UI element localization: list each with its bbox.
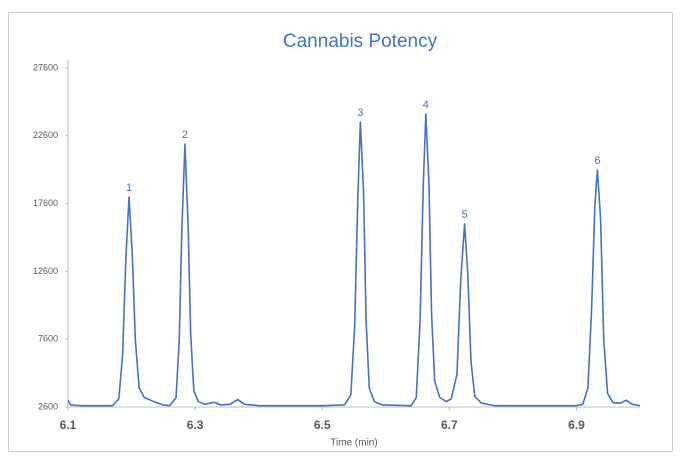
peak-label: 3 [357, 107, 363, 119]
y-tick-label: 27600 [33, 62, 58, 72]
y-tick-label: 12600 [33, 266, 58, 276]
y-tick-label: 17600 [33, 198, 58, 208]
y-tick-label: 2600 [38, 401, 58, 411]
peak-label: 2 [182, 129, 188, 141]
peak-label: 4 [423, 99, 429, 111]
x-tick-label: 6.1 [60, 418, 77, 432]
x-axis-label: Time (min) [330, 438, 377, 449]
x-tick-label: 6.7 [441, 418, 458, 432]
x-tick-label: 6.9 [568, 418, 585, 432]
chromatogram-line [67, 113, 641, 407]
x-tick-label: 6.5 [314, 418, 331, 432]
peak-label: 1 [126, 182, 132, 194]
chart-frame [8, 12, 673, 452]
y-tick-label: 22600 [33, 130, 58, 140]
peak-label: 6 [594, 155, 600, 167]
peak-label: 5 [462, 209, 468, 221]
y-tick-label: 7600 [38, 334, 58, 344]
x-tick-label: 6.3 [187, 418, 204, 432]
chart-title: Cannabis Potency [283, 31, 438, 52]
